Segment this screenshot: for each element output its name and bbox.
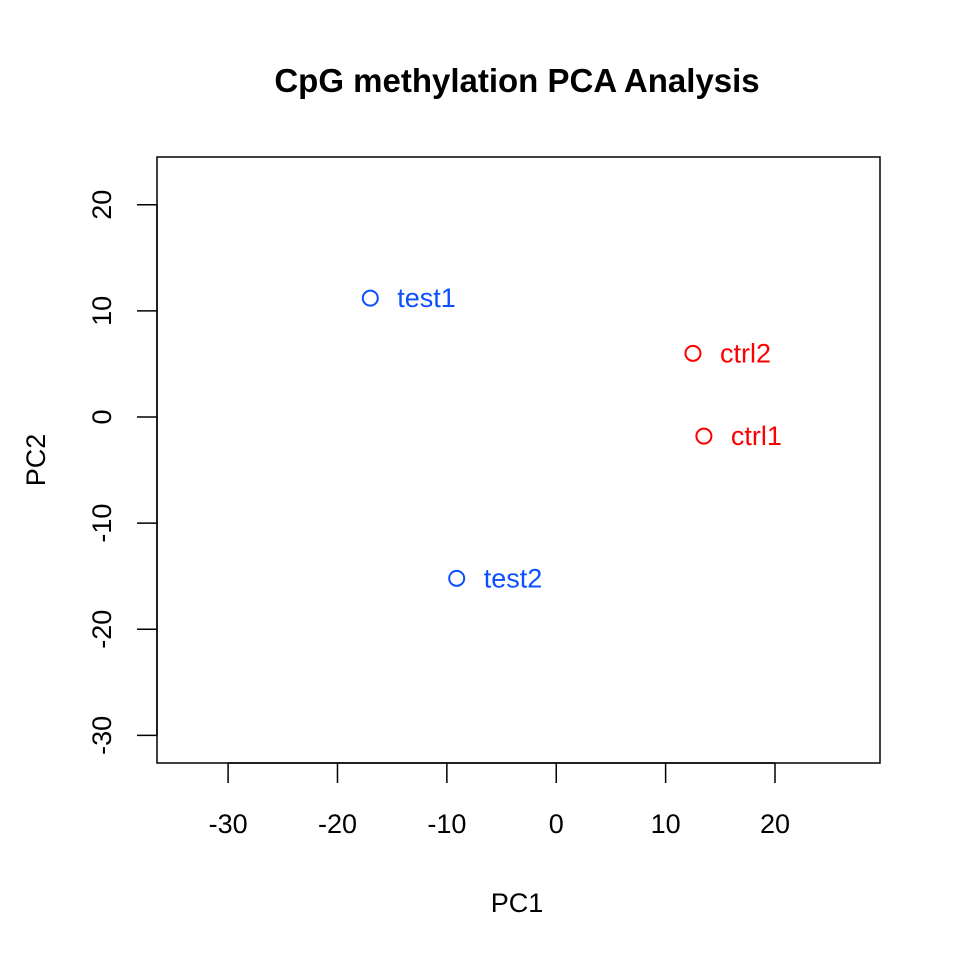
y-tick-label: 0	[87, 410, 117, 425]
point-label-ctrl2: ctrl2	[720, 338, 771, 368]
y-tick-label: 10	[87, 296, 117, 326]
x-tick-label: -30	[209, 809, 248, 839]
x-tick-label: -10	[427, 809, 466, 839]
y-tick-label: 20	[87, 190, 117, 220]
data-point-ctrl2	[684, 344, 702, 362]
data-point-test2	[448, 569, 466, 587]
x-tick-label: 10	[651, 809, 681, 839]
data-point-ctrl1	[695, 427, 713, 445]
point-label-test2: test2	[484, 563, 543, 593]
y-tick-label: -30	[87, 716, 117, 755]
point-label-test1: test1	[397, 283, 456, 313]
x-axis-label: PC1	[491, 888, 544, 918]
plot-box	[156, 156, 881, 764]
point-label-ctrl1: ctrl1	[731, 421, 782, 451]
x-tick-label: -20	[318, 809, 357, 839]
y-axis-label: PC2	[21, 434, 51, 487]
y-tick-label: -20	[87, 610, 117, 649]
y-tick-label: -10	[87, 504, 117, 543]
x-tick-label: 20	[760, 809, 790, 839]
x-tick-label: 0	[549, 809, 564, 839]
data-point-test1	[361, 289, 379, 307]
chart-title: CpG methylation PCA Analysis	[274, 62, 759, 99]
